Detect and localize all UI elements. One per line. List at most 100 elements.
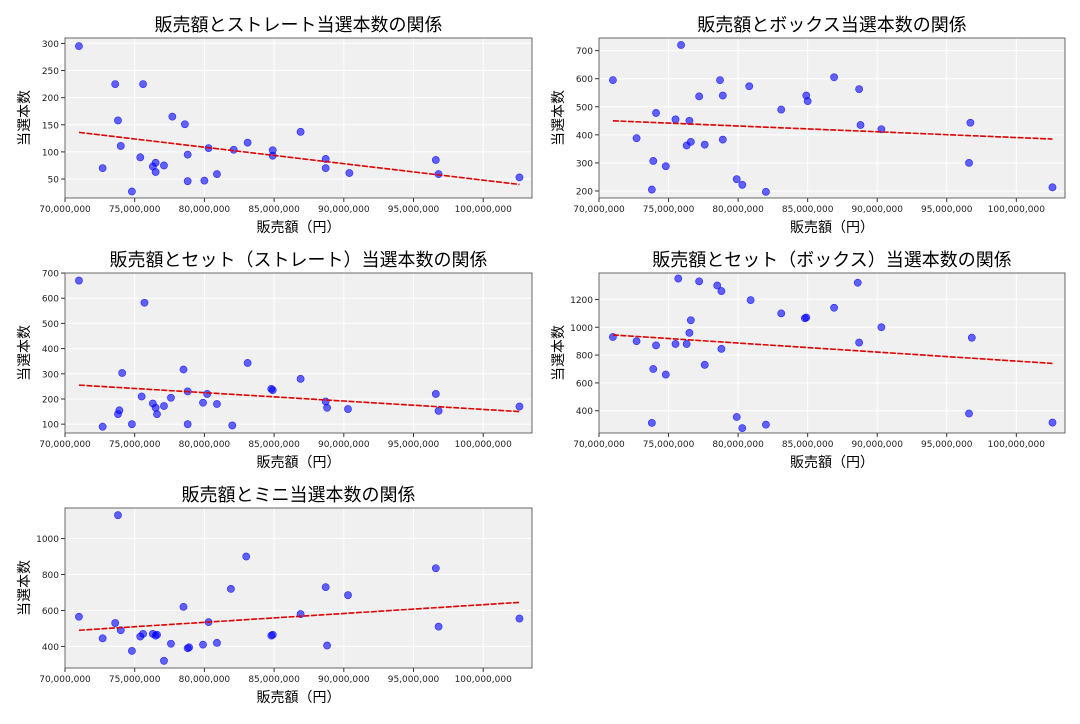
data-point bbox=[677, 41, 685, 49]
data-point bbox=[732, 175, 741, 184]
data-point bbox=[226, 584, 235, 593]
data-point bbox=[855, 338, 864, 347]
plot-frame bbox=[64, 272, 533, 434]
data-point bbox=[151, 403, 160, 412]
chart-title: 販売額とミニ当選本数の関係 bbox=[182, 485, 416, 506]
data-point bbox=[213, 638, 221, 647]
x-tick-label: 95,000,000 bbox=[388, 675, 440, 685]
data-point bbox=[344, 405, 352, 413]
y-tick-label: 200 bbox=[42, 94, 59, 104]
data-point bbox=[853, 278, 862, 287]
data-point bbox=[609, 76, 617, 85]
data-point bbox=[243, 138, 252, 147]
x-tick-label: 75,000,000 bbox=[643, 440, 695, 450]
data-point bbox=[321, 164, 330, 173]
data-point bbox=[203, 390, 212, 398]
data-point bbox=[777, 309, 786, 318]
data-point bbox=[967, 333, 976, 342]
y-tick-label: 1000 bbox=[570, 324, 593, 334]
data-point bbox=[746, 296, 755, 305]
chart-title: 販売額とセット（ボックス）当選本数の関係 bbox=[652, 250, 1011, 271]
data-point bbox=[98, 422, 107, 431]
data-point bbox=[321, 155, 330, 163]
data-point bbox=[296, 374, 305, 383]
y-tick-label: 250 bbox=[42, 67, 59, 77]
x-tick-label: 100,000,000 bbox=[455, 675, 513, 685]
y-tick-label: 150 bbox=[42, 121, 59, 131]
data-point bbox=[98, 634, 107, 643]
data-point bbox=[168, 112, 177, 121]
y-tick-label: 400 bbox=[42, 643, 59, 653]
data-point bbox=[515, 173, 524, 182]
data-point bbox=[137, 392, 146, 401]
data-point bbox=[75, 612, 83, 621]
trend-line bbox=[612, 120, 1053, 140]
x-axis-label: 販売額（円） bbox=[257, 220, 341, 236]
data-point bbox=[115, 406, 124, 415]
data-point bbox=[323, 403, 331, 412]
x-tick-label: 70,000,000 bbox=[573, 205, 625, 215]
chart-title: 販売額とセット（ストレート）当選本数の関係 bbox=[110, 250, 488, 271]
data-point bbox=[647, 185, 656, 194]
data-point bbox=[661, 370, 670, 379]
data-point bbox=[803, 97, 812, 106]
x-tick-label: 80,000,000 bbox=[179, 440, 231, 450]
data-point bbox=[877, 323, 886, 332]
data-point bbox=[199, 640, 207, 649]
chart-title: 販売額とストレート当選本数の関係 bbox=[155, 15, 443, 36]
x-axis-label: 販売額（円） bbox=[790, 455, 874, 471]
x-tick-label: 85,000,000 bbox=[782, 440, 834, 450]
x-tick-label: 95,000,000 bbox=[388, 440, 440, 450]
data-point bbox=[128, 420, 136, 429]
chart-panel-1: 70,000,000 75,000,000 80,000,000 85,000,000… bbox=[17, 15, 533, 236]
x-tick-label: 100,000,000 bbox=[455, 440, 513, 450]
data-point bbox=[114, 116, 122, 125]
y-tick-label: 200 bbox=[576, 187, 593, 197]
trend-line bbox=[78, 131, 520, 186]
x-tick-label: 95,000,000 bbox=[921, 205, 973, 215]
data-point bbox=[830, 303, 838, 312]
x-axis-label: 販売額（円） bbox=[790, 220, 874, 236]
data-point bbox=[183, 420, 192, 429]
data-point bbox=[686, 137, 695, 146]
data-point bbox=[762, 187, 770, 196]
data-point bbox=[762, 420, 770, 429]
data-point bbox=[114, 511, 122, 520]
x-tick-label: 90,000,000 bbox=[851, 205, 903, 215]
data-point bbox=[167, 639, 175, 648]
x-tick-label: 90,000,000 bbox=[318, 205, 370, 215]
data-point bbox=[228, 421, 237, 430]
y-tick-label: 50 bbox=[48, 176, 60, 186]
x-axis-label: 販売額（円） bbox=[257, 690, 341, 706]
data-point bbox=[856, 121, 865, 129]
x-tick-label: 95,000,000 bbox=[388, 205, 440, 215]
y-axis-label: 当選本数 bbox=[17, 90, 33, 146]
y-tick-label: 300 bbox=[42, 370, 59, 380]
data-point bbox=[111, 80, 120, 89]
data-point bbox=[153, 630, 161, 639]
x-tick-label: 95,000,000 bbox=[921, 440, 973, 450]
data-point bbox=[434, 622, 443, 631]
data-point bbox=[268, 630, 277, 639]
data-point bbox=[180, 120, 189, 129]
x-tick-label: 80,000,000 bbox=[712, 205, 764, 215]
x-tick-label: 70,000,000 bbox=[39, 440, 91, 450]
data-point bbox=[434, 406, 443, 415]
data-point bbox=[321, 397, 330, 406]
y-axis-label: 当選本数 bbox=[551, 90, 567, 146]
data-point bbox=[128, 647, 136, 655]
data-point bbox=[136, 153, 145, 162]
x-tick-label: 85,000,000 bbox=[248, 205, 300, 215]
data-point bbox=[243, 359, 252, 367]
x-tick-label: 90,000,000 bbox=[318, 440, 370, 450]
x-tick-label: 85,000,000 bbox=[248, 675, 300, 685]
y-axis-label: 当選本数 bbox=[551, 325, 567, 381]
y-tick-label: 100 bbox=[42, 148, 59, 158]
plot-area bbox=[65, 508, 532, 668]
data-point bbox=[877, 125, 886, 134]
data-point bbox=[695, 92, 704, 101]
data-point bbox=[515, 402, 524, 411]
data-point bbox=[661, 162, 670, 171]
data-point bbox=[242, 552, 251, 561]
